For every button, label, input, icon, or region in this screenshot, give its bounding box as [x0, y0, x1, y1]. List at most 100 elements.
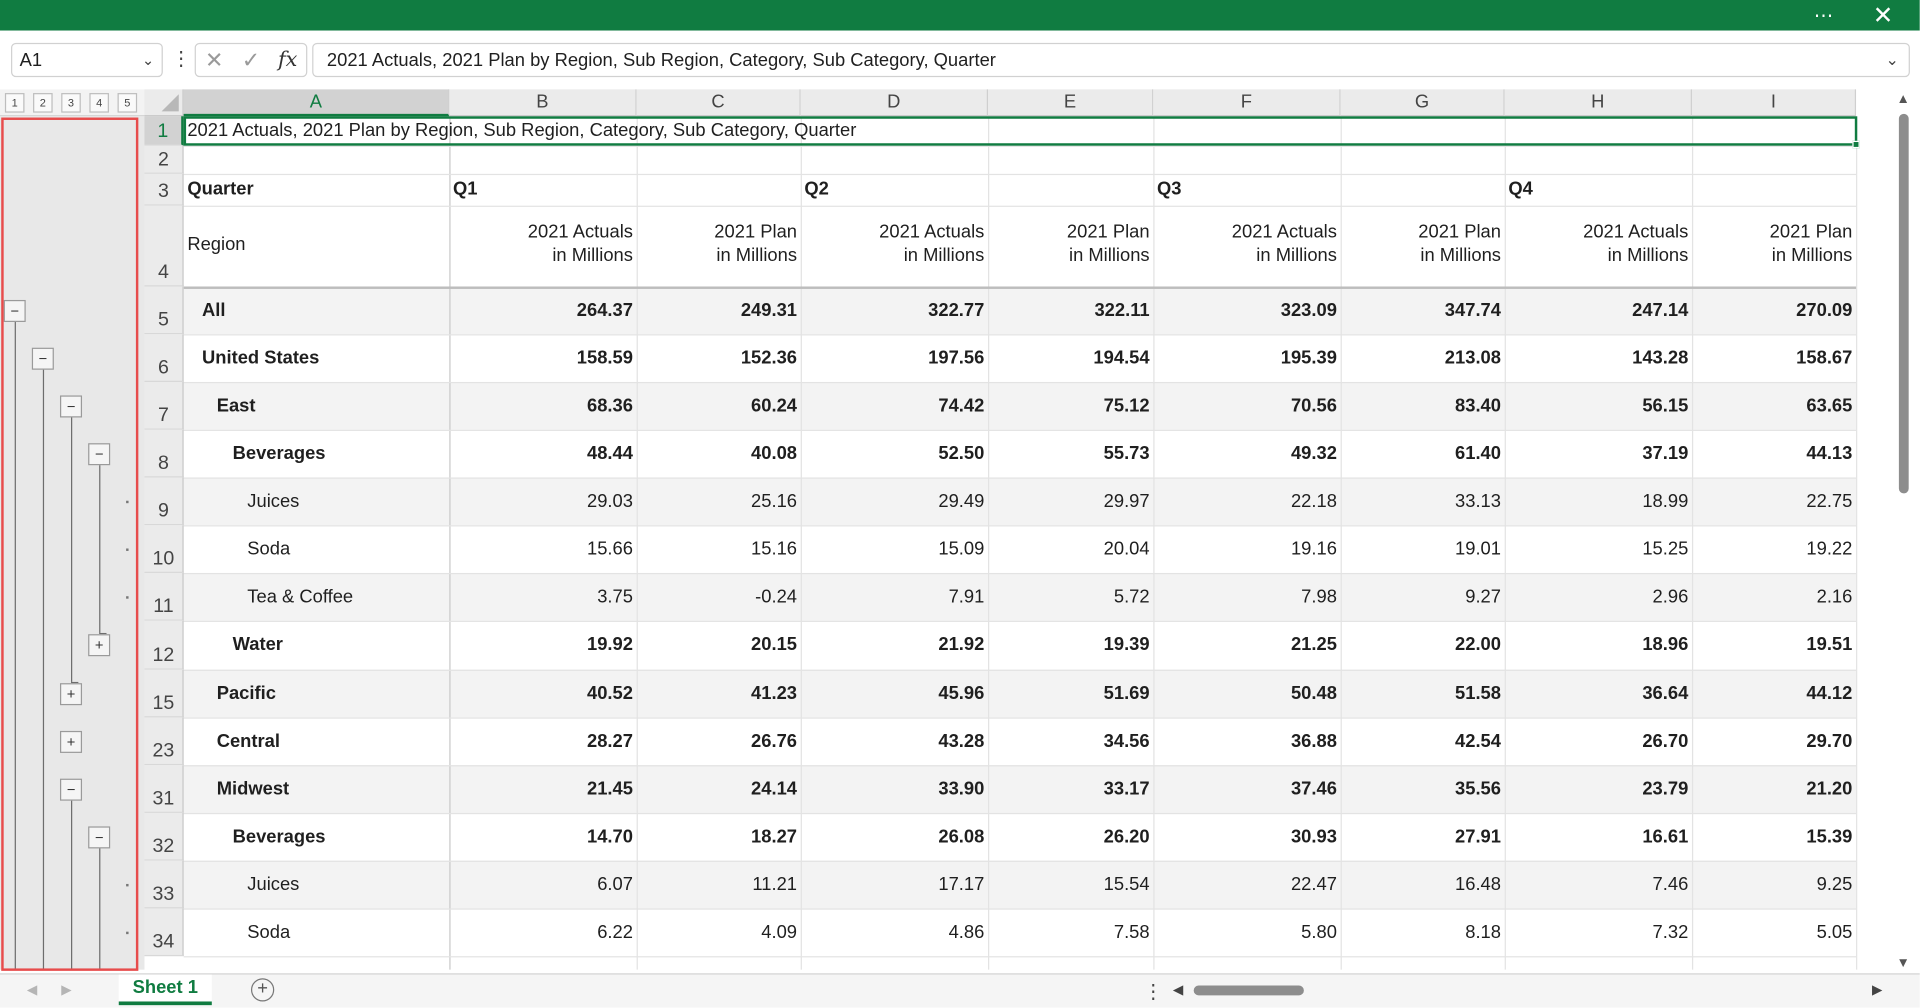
value-cell[interactable]: 194.54	[1093, 347, 1150, 369]
value-cell[interactable]: 213.08	[1444, 347, 1501, 369]
value-cell[interactable]: 8.18	[1465, 921, 1501, 943]
value-cell[interactable]: 19.01	[1455, 538, 1501, 560]
value-cell[interactable]: 7.32	[1652, 921, 1689, 943]
sheet-tab[interactable]: Sheet 1	[118, 974, 212, 1006]
value-cell[interactable]: 44.12	[1806, 683, 1853, 704]
outline-level-4-button[interactable]: 4	[89, 93, 109, 113]
region-label-cell[interactable]: Region	[187, 233, 246, 255]
value-cell[interactable]: 2.96	[1652, 586, 1689, 608]
value-cell[interactable]: 70.56	[1290, 395, 1337, 417]
row-label-cell[interactable]: East	[216, 395, 256, 417]
value-cell[interactable]: 21.45	[586, 778, 633, 800]
scroll-up-icon[interactable]: ▲	[1896, 91, 1910, 107]
value-cell[interactable]: 11.21	[752, 874, 798, 895]
row-header-4[interactable]: 4	[144, 205, 184, 287]
row-header-34[interactable]: 34	[144, 908, 184, 957]
value-cell[interactable]: 19.22	[1806, 538, 1853, 560]
value-cell[interactable]: 20.04	[1103, 538, 1150, 560]
value-cell[interactable]: 247.14	[1632, 299, 1689, 321]
value-cell[interactable]: 40.08	[751, 443, 798, 465]
value-cell[interactable]: 9.25	[1816, 874, 1853, 895]
value-cell[interactable]: 158.67	[1796, 347, 1853, 369]
value-cell[interactable]: 25.16	[751, 490, 798, 512]
measure-header-cell[interactable]: 2021 Actuals in Millions	[1505, 220, 1688, 267]
row-label-cell[interactable]: Midwest	[216, 778, 290, 800]
measure-header-cell[interactable]: 2021 Actuals in Millions	[801, 220, 984, 267]
outline-collapse-button[interactable]: −	[59, 778, 83, 801]
horizontal-scroll-thumb[interactable]	[1193, 985, 1304, 996]
value-cell[interactable]: 19.92	[586, 634, 633, 656]
value-cell[interactable]: 44.13	[1806, 443, 1853, 465]
value-cell[interactable]: 15.09	[938, 538, 985, 560]
enter-icon[interactable]: ✓	[241, 47, 261, 72]
row-label-cell[interactable]: Juices	[247, 490, 300, 512]
value-cell[interactable]: 21.92	[938, 634, 985, 656]
column-header-h[interactable]: H	[1504, 89, 1692, 117]
column-header-f[interactable]: F	[1153, 89, 1341, 117]
row-label-cell[interactable]: Central	[216, 730, 280, 752]
value-cell[interactable]: 48.44	[586, 443, 633, 465]
column-header-a[interactable]: A	[183, 89, 450, 117]
quarter-header-cell[interactable]: Q2	[804, 178, 829, 200]
column-header-g[interactable]: G	[1340, 89, 1505, 117]
measure-header-cell[interactable]: 2021 Actuals in Millions	[1153, 220, 1337, 267]
column-header-c[interactable]: C	[636, 89, 801, 117]
value-cell[interactable]: 36.64	[1642, 683, 1689, 704]
formula-input[interactable]: 2021 Actuals, 2021 Plan by Region, Sub R…	[312, 42, 1910, 78]
scroll-right-icon[interactable]: ▶	[1871, 983, 1883, 998]
value-cell[interactable]: 33.13	[1455, 490, 1501, 512]
outline-level-3-button[interactable]: 3	[61, 93, 81, 113]
value-cell[interactable]: 26.76	[751, 730, 798, 752]
outline-collapse-button[interactable]: −	[31, 347, 54, 370]
value-cell[interactable]: 26.70	[1642, 730, 1689, 752]
outline-level-1-button[interactable]: 1	[4, 93, 25, 113]
value-cell[interactable]: 195.39	[1280, 347, 1337, 369]
value-cell[interactable]: 9.27	[1465, 586, 1501, 608]
value-cell[interactable]: 7.58	[1113, 921, 1150, 943]
name-box[interactable]: A1 ⌄	[11, 42, 163, 78]
value-cell[interactable]: 17.17	[938, 874, 985, 895]
scroll-down-icon[interactable]: ▼	[1896, 956, 1910, 971]
value-cell[interactable]: 34.56	[1103, 730, 1150, 752]
quarter-header-cell[interactable]: Q1	[452, 178, 478, 200]
quarter-header-cell[interactable]: Q4	[1508, 178, 1533, 200]
column-header-i[interactable]: I	[1691, 89, 1857, 117]
value-cell[interactable]: 33.17	[1103, 778, 1150, 800]
value-cell[interactable]: 143.28	[1632, 347, 1689, 369]
value-cell[interactable]: 68.36	[586, 395, 633, 417]
value-cell[interactable]: 41.23	[751, 683, 798, 704]
value-cell[interactable]: 52.50	[938, 443, 985, 465]
value-cell[interactable]: 29.70	[1806, 730, 1853, 752]
measure-header-cell[interactable]: 2021 Actuals in Millions	[449, 220, 633, 267]
value-cell[interactable]: 61.40	[1455, 443, 1501, 465]
value-cell[interactable]: 5.72	[1113, 586, 1150, 608]
value-cell[interactable]: 28.27	[586, 730, 633, 752]
report-title-cell[interactable]: 2021 Actuals, 2021 Plan by Region, Sub R…	[187, 119, 857, 141]
value-cell[interactable]: 7.91	[948, 586, 985, 608]
value-cell[interactable]: 15.25	[1642, 538, 1689, 560]
value-cell[interactable]: 21.20	[1806, 778, 1853, 800]
row-header-3[interactable]: 3	[144, 173, 184, 206]
value-cell[interactable]: 29.49	[938, 490, 985, 512]
row-header-6[interactable]: 6	[144, 334, 184, 382]
value-cell[interactable]: 18.96	[1642, 634, 1689, 656]
fill-handle[interactable]	[1852, 140, 1860, 149]
insert-function-icon[interactable]: fx	[277, 47, 298, 73]
value-cell[interactable]: 26.08	[938, 826, 985, 848]
row-header-32[interactable]: 32	[144, 812, 184, 861]
value-cell[interactable]: 42.54	[1455, 730, 1501, 752]
more-options-icon[interactable]: ⋯	[1813, 5, 1835, 27]
measure-header-cell[interactable]: 2021 Plan in Millions	[1692, 220, 1853, 267]
value-cell[interactable]: 323.09	[1280, 299, 1337, 321]
value-cell[interactable]: 37.46	[1290, 778, 1337, 800]
value-cell[interactable]: 56.15	[1642, 395, 1689, 417]
value-cell[interactable]: 6.22	[597, 921, 633, 943]
outline-collapse-button[interactable]: −	[88, 825, 111, 848]
value-cell[interactable]: 16.61	[1642, 826, 1689, 848]
row-header-31[interactable]: 31	[144, 765, 184, 813]
formula-bar-options-icon[interactable]: ⋮	[171, 48, 191, 70]
value-cell[interactable]: 3.75	[597, 586, 633, 608]
row-header-8[interactable]: 8	[144, 429, 184, 478]
outline-expand-button[interactable]: +	[59, 730, 83, 753]
outline-level-2-button[interactable]: 2	[33, 93, 53, 113]
